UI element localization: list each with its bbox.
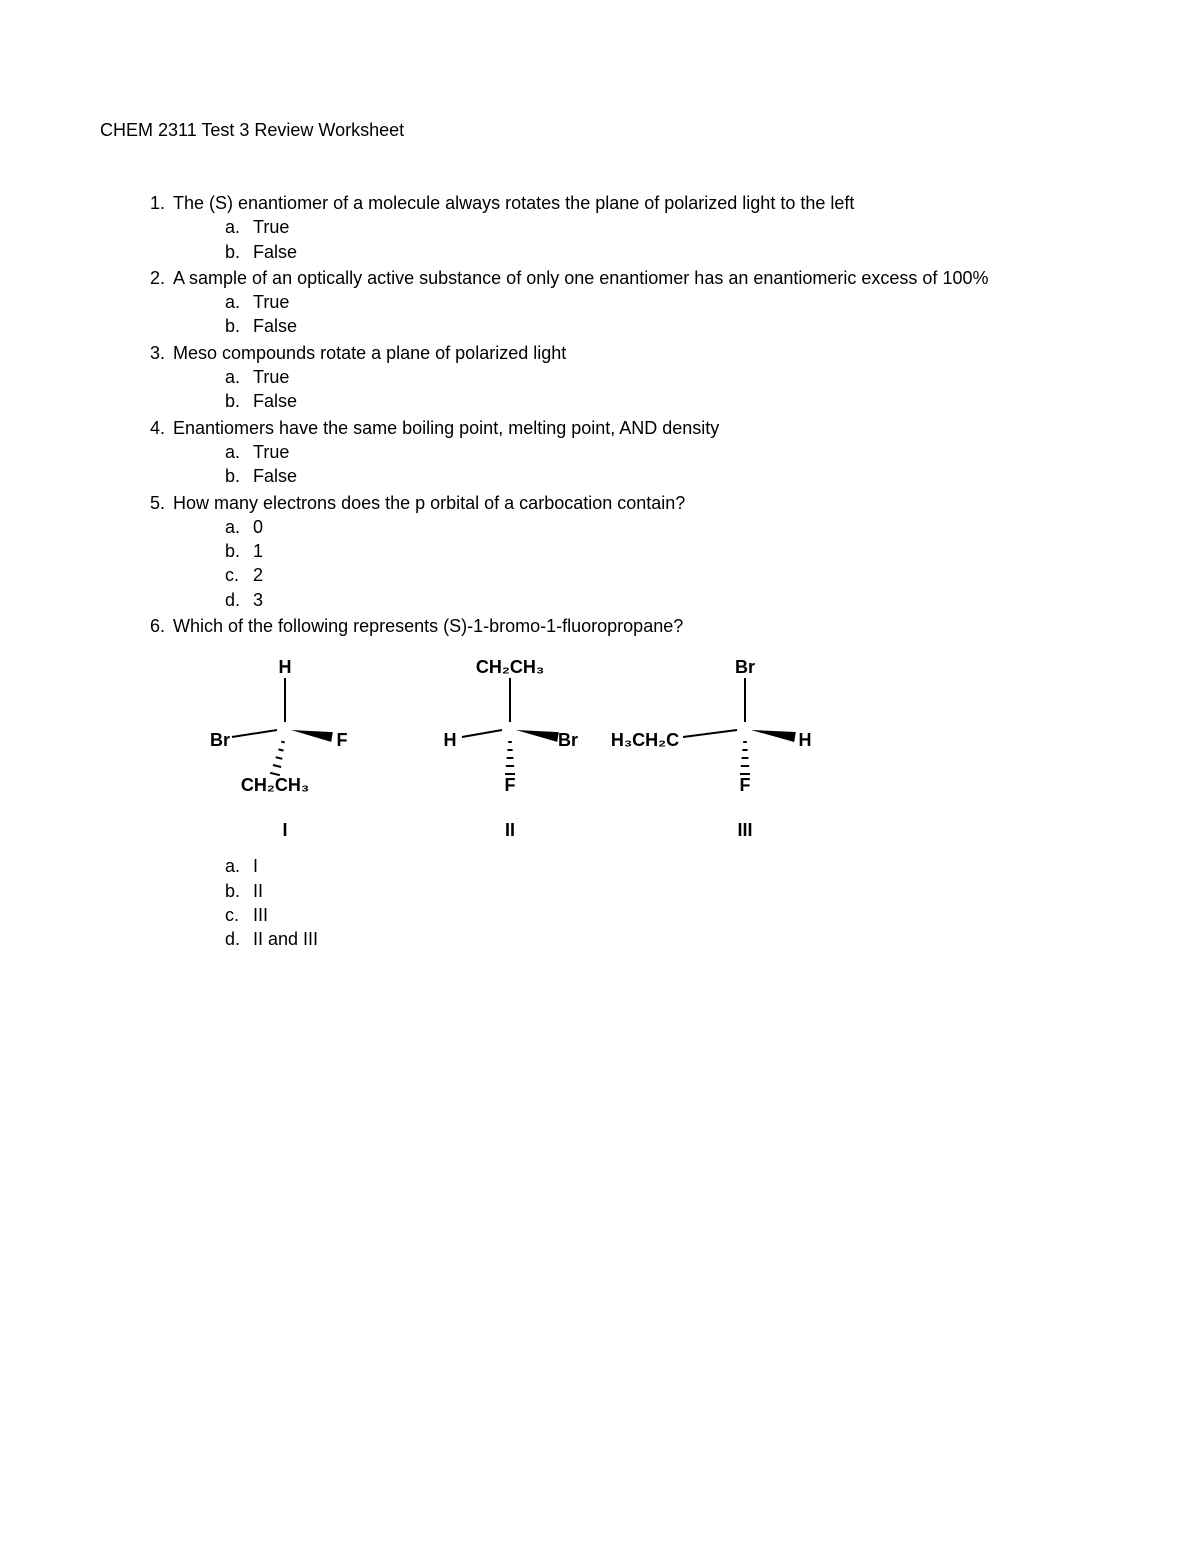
option-letter: c. [225, 563, 253, 587]
question-number: 3. [145, 341, 173, 365]
question-4: 4. Enantiomers have the same boiling poi… [145, 416, 1100, 489]
question-text: The (S) enantiomer of a molecule always … [173, 191, 1100, 215]
question-6: 6. Which of the following represents (S)… [145, 614, 1100, 951]
question-number: 5. [145, 491, 173, 515]
option: b. False [225, 389, 1100, 413]
chemistry-diagram: H Br F CH₂CH₃ I CH₂CH₃ H Br F II Br H₃CH₂C H F III [190, 646, 850, 846]
option: a. True [225, 215, 1100, 239]
svg-text:CH₂CH₃: CH₂CH₃ [241, 775, 309, 795]
question-1: 1. The (S) enantiomer of a molecule alwa… [145, 191, 1100, 264]
option: a. True [225, 290, 1100, 314]
question-5: 5. How many electrons does the p orbital… [145, 491, 1100, 612]
option-text: 1 [253, 539, 263, 563]
option: d. 3 [225, 588, 1100, 612]
option-letter: b. [225, 240, 253, 264]
svg-text:H: H [799, 730, 812, 750]
option-letter: d. [225, 588, 253, 612]
option-text: III [253, 903, 268, 927]
option-text: I [253, 854, 258, 878]
questions-list: 1. The (S) enantiomer of a molecule alwa… [100, 191, 1100, 952]
option-letter: a. [225, 290, 253, 314]
option-letter: a. [225, 515, 253, 539]
option: c. III [225, 903, 1100, 927]
question-text: Meso compounds rotate a plane of polariz… [173, 341, 1100, 365]
question-2: 2. A sample of an optically active subst… [145, 266, 1100, 339]
option: b. 1 [225, 539, 1100, 563]
option-letter: d. [225, 927, 253, 951]
question-text: Which of the following represents (S)-1-… [173, 614, 1100, 638]
svg-text:CH₂CH₃: CH₂CH₃ [476, 657, 544, 677]
option-text: II [253, 879, 263, 903]
option: d. II and III [225, 927, 1100, 951]
option-letter: a. [225, 365, 253, 389]
svg-text:H: H [279, 657, 292, 677]
option: b. False [225, 314, 1100, 338]
option-text: False [253, 314, 297, 338]
option-letter: b. [225, 464, 253, 488]
option: b. False [225, 464, 1100, 488]
option: b. II [225, 879, 1100, 903]
option-text: 3 [253, 588, 263, 612]
option-text: False [253, 389, 297, 413]
option-text: True [253, 290, 289, 314]
option-text: True [253, 215, 289, 239]
svg-text:H: H [444, 730, 457, 750]
question-text: Enantiomers have the same boiling point,… [173, 416, 1100, 440]
svg-text:F: F [740, 775, 751, 795]
question-number: 2. [145, 266, 173, 290]
question-3: 3. Meso compounds rotate a plane of pola… [145, 341, 1100, 414]
page-title: CHEM 2311 Test 3 Review Worksheet [100, 120, 1100, 141]
svg-text:II: II [505, 820, 515, 840]
svg-text:Br: Br [735, 657, 755, 677]
svg-text:Br: Br [210, 730, 230, 750]
option-letter: b. [225, 879, 253, 903]
svg-text:F: F [505, 775, 516, 795]
question-text: How many electrons does the p orbital of… [173, 491, 1100, 515]
question-text: A sample of an optically active substanc… [173, 266, 1100, 290]
option: c. 2 [225, 563, 1100, 587]
option-letter: b. [225, 539, 253, 563]
option-text: False [253, 240, 297, 264]
svg-text:F: F [337, 730, 348, 750]
option-letter: b. [225, 314, 253, 338]
option: a. True [225, 440, 1100, 464]
option: a. True [225, 365, 1100, 389]
option-text: 2 [253, 563, 263, 587]
question-number: 4. [145, 416, 173, 440]
option-text: True [253, 440, 289, 464]
svg-text:H₃CH₂C: H₃CH₂C [611, 730, 679, 750]
svg-text:I: I [282, 820, 287, 840]
option-letter: c. [225, 903, 253, 927]
option-text: True [253, 365, 289, 389]
question-number: 6. [145, 614, 173, 638]
option-text: II and III [253, 927, 318, 951]
option-text: False [253, 464, 297, 488]
svg-text:III: III [737, 820, 752, 840]
question-number: 1. [145, 191, 173, 215]
option-letter: b. [225, 389, 253, 413]
option-text: 0 [253, 515, 263, 539]
option: a. I [225, 854, 1100, 878]
option-letter: a. [225, 440, 253, 464]
option-letter: a. [225, 215, 253, 239]
svg-text:Br: Br [558, 730, 578, 750]
option: a. 0 [225, 515, 1100, 539]
option-letter: a. [225, 854, 253, 878]
option: b. False [225, 240, 1100, 264]
